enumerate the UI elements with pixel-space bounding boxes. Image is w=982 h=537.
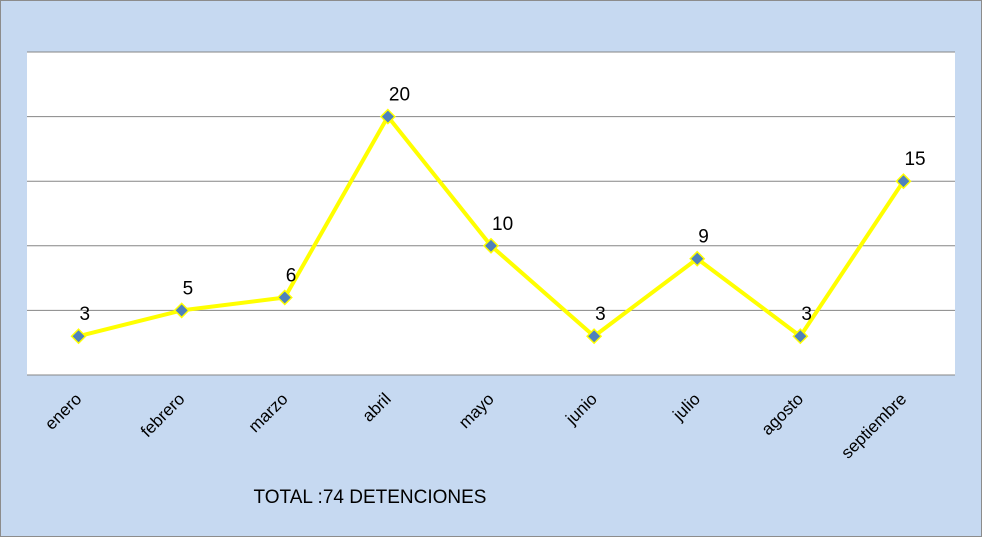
marker	[379, 108, 396, 125]
data-label: 6	[286, 265, 297, 286]
plot-area	[27, 52, 955, 375]
marker	[70, 328, 87, 345]
marker	[276, 289, 293, 306]
marker	[689, 250, 706, 267]
data-label: 5	[183, 278, 194, 299]
marker	[586, 328, 603, 345]
marker	[482, 237, 500, 254]
data-label: 3	[595, 304, 606, 325]
data-label: 3	[80, 304, 91, 325]
marker	[173, 302, 190, 319]
marker	[895, 173, 912, 190]
marker	[792, 328, 809, 345]
data-label: 9	[698, 227, 709, 248]
data-label: 3	[801, 304, 812, 325]
data-label: 15	[904, 149, 925, 170]
data-label: 10	[492, 214, 513, 235]
chart-title: TOTAL :74 DETENCIONES	[254, 487, 487, 508]
data-label: 20	[389, 85, 410, 106]
